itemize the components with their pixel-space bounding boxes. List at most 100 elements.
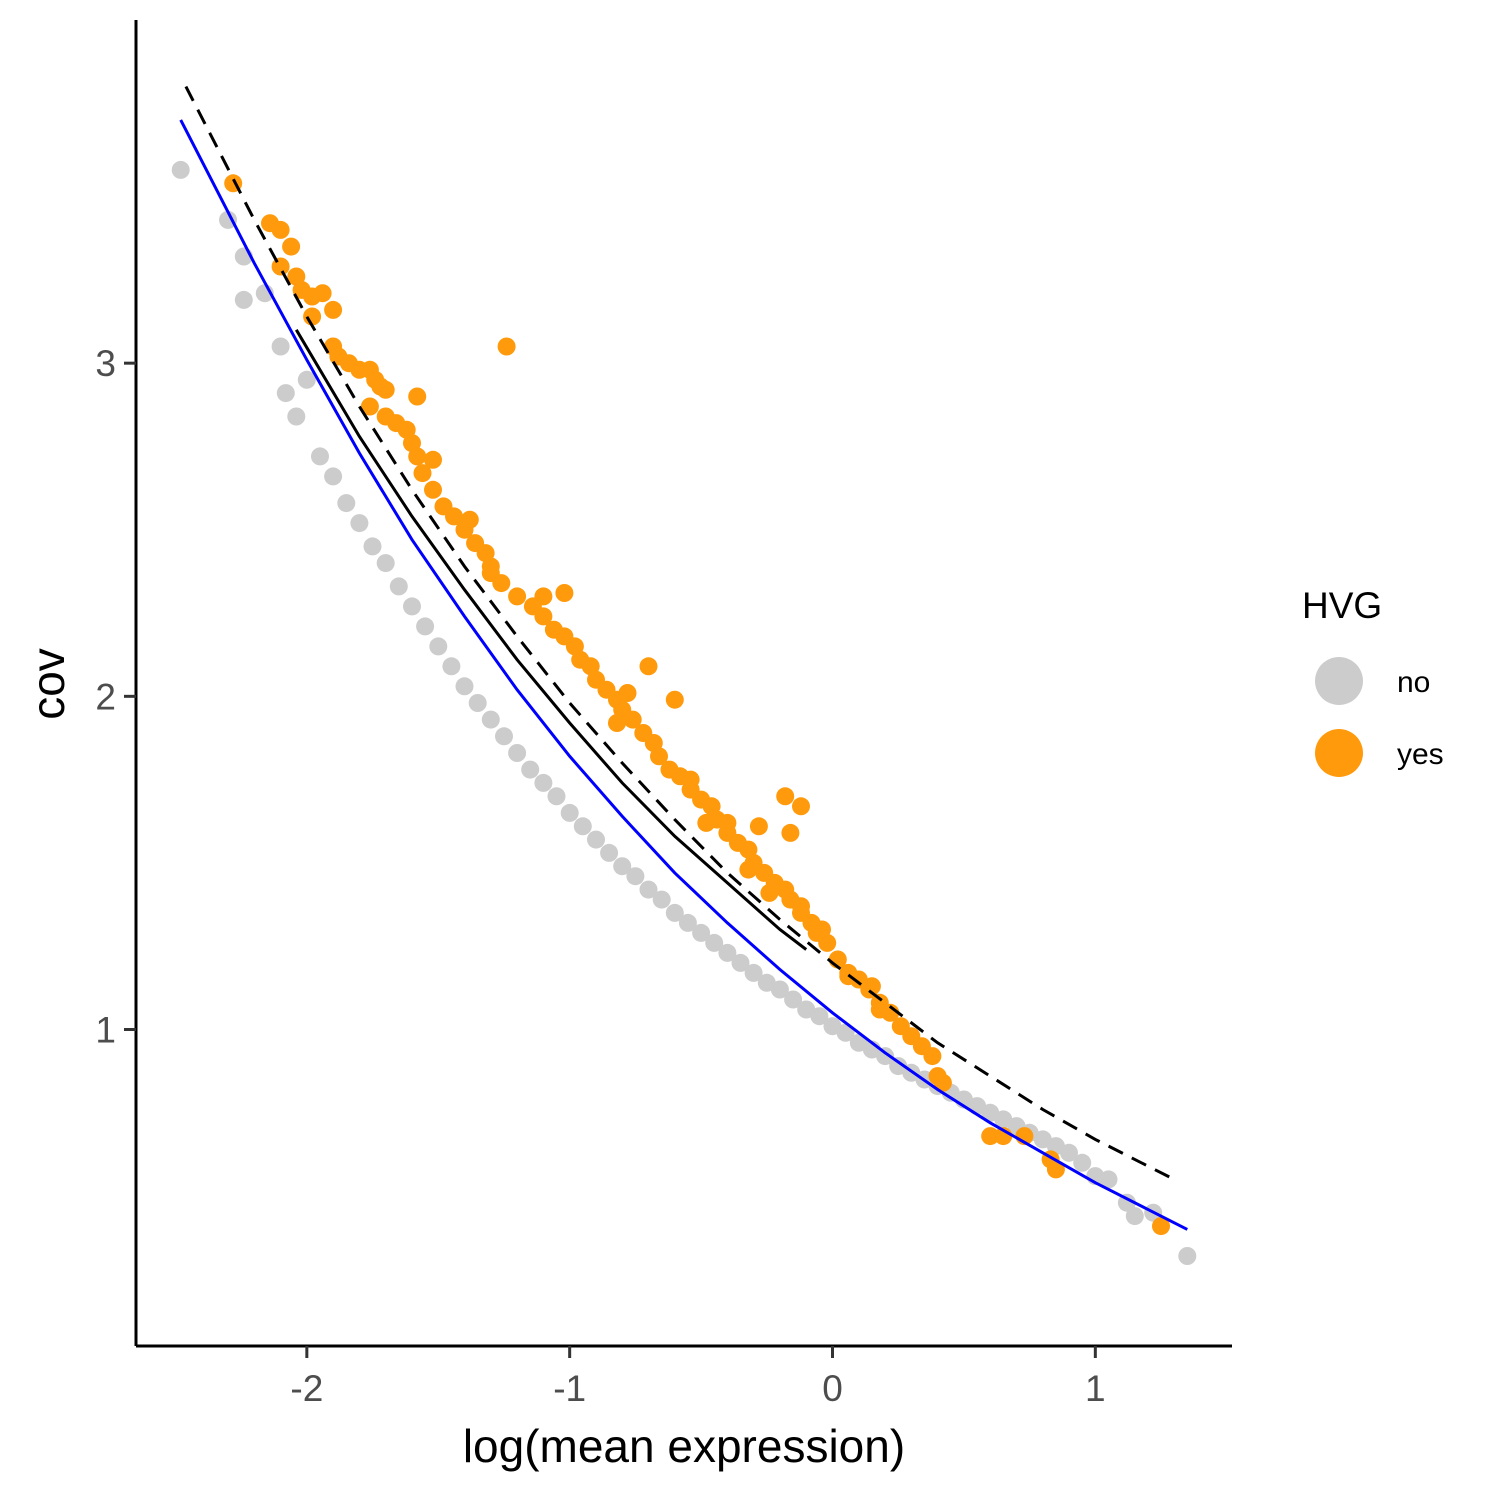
x-tick-label-3: 1 xyxy=(1085,1368,1106,1409)
point-yes-2 xyxy=(271,220,290,239)
x-axis-title: log(mean expression) xyxy=(463,1420,905,1472)
point-no-16 xyxy=(403,597,421,616)
point-no-6 xyxy=(276,384,295,403)
x-tick-label-0: -2 xyxy=(290,1368,323,1409)
y-axis-title: cov xyxy=(22,648,74,720)
point-yes-24 xyxy=(408,447,427,466)
point-no-41 xyxy=(731,953,750,972)
y-tick-label-0: 1 xyxy=(95,1009,116,1050)
point-no-44 xyxy=(770,980,789,999)
legend-label-no: no xyxy=(1397,666,1430,699)
point-yes-96 xyxy=(739,860,758,879)
point-no-5 xyxy=(271,337,290,356)
point-yes-25 xyxy=(413,464,432,483)
point-no-14 xyxy=(376,554,395,573)
point-no-70 xyxy=(1117,1193,1136,1212)
y-axis-ticks: 1 2 3 xyxy=(95,343,136,1050)
point-yes-90 xyxy=(697,813,716,832)
point-yes-83 xyxy=(534,587,553,606)
point-yes-79 xyxy=(424,450,442,469)
point-no-15 xyxy=(389,577,408,596)
point-yes-10 xyxy=(303,307,322,326)
legend-label-yes: yes xyxy=(1397,738,1444,771)
point-no-7 xyxy=(287,407,306,426)
point-no-73 xyxy=(1178,1247,1197,1265)
point-yes-82 xyxy=(497,337,516,356)
y-tick-label-1: 2 xyxy=(95,676,116,717)
point-yes-9 xyxy=(324,300,343,319)
point-yes-92 xyxy=(749,817,768,836)
point-no-32 xyxy=(613,857,632,876)
point-no-30 xyxy=(587,830,605,849)
point-yes-28 xyxy=(445,507,463,526)
point-yes-26 xyxy=(424,480,442,499)
point-no-67 xyxy=(1073,1153,1092,1172)
point-no-9 xyxy=(311,447,329,466)
point-yes-104 xyxy=(933,1073,952,1092)
point-no-3 xyxy=(234,290,253,309)
point-no-22 xyxy=(481,710,500,729)
point-yes-77 xyxy=(923,1047,942,1066)
point-yes-99 xyxy=(813,920,831,939)
point-no-27 xyxy=(547,787,566,806)
point-no-11 xyxy=(337,494,356,513)
point-yes-81 xyxy=(481,564,500,583)
point-no-69 xyxy=(1099,1170,1118,1189)
point-yes-87 xyxy=(665,690,684,709)
point-yes-78 xyxy=(408,387,427,406)
point-yes-101 xyxy=(862,977,881,996)
point-no-35 xyxy=(652,890,671,909)
point-no-23 xyxy=(495,727,513,746)
point-yes-97 xyxy=(760,883,779,902)
point-no-40 xyxy=(718,943,737,962)
point-no-36 xyxy=(665,903,684,922)
point-yes-105 xyxy=(981,1127,1000,1146)
point-no-18 xyxy=(429,637,448,656)
point-no-45 xyxy=(784,990,803,1009)
point-yes-102 xyxy=(870,1000,889,1019)
y-tick-label-2: 3 xyxy=(95,343,116,384)
legend-key-no xyxy=(1315,657,1363,705)
point-yes-94 xyxy=(792,797,810,816)
point-no-34 xyxy=(639,880,658,899)
legend-key-yes xyxy=(1315,729,1363,777)
point-yes-95 xyxy=(781,823,800,842)
point-yes-109 xyxy=(1046,1160,1065,1179)
point-yes-88 xyxy=(608,714,626,732)
point-no-37 xyxy=(678,913,697,932)
point-no-10 xyxy=(324,467,343,486)
point-yes-4 xyxy=(271,257,290,276)
point-yes-18 xyxy=(376,380,395,399)
point-no-13 xyxy=(363,537,382,556)
point-no-24 xyxy=(508,744,527,762)
trend-line-2 xyxy=(179,119,1188,1231)
series-no-points xyxy=(171,160,1197,1265)
point-no-49 xyxy=(836,1023,855,1042)
point-yes-80 xyxy=(460,510,479,529)
point-no-31 xyxy=(600,843,619,862)
point-yes-86 xyxy=(618,684,637,702)
point-yes-93 xyxy=(776,787,795,806)
trend-line-0 xyxy=(184,85,1175,1181)
x-tick-label-1: -1 xyxy=(553,1368,586,1409)
point-yes-98 xyxy=(792,897,810,916)
point-no-38 xyxy=(692,923,711,942)
point-no-33 xyxy=(626,867,645,886)
point-no-47 xyxy=(810,1007,829,1026)
point-yes-110 xyxy=(1152,1217,1170,1236)
point-yes-34 xyxy=(508,587,527,606)
point-yes-3 xyxy=(282,237,301,256)
point-yes-85 xyxy=(639,657,658,676)
point-no-42 xyxy=(744,963,763,982)
point-no-39 xyxy=(705,933,724,952)
point-yes-84 xyxy=(555,584,574,602)
point-no-17 xyxy=(416,617,435,636)
x-tick-label-2: 0 xyxy=(822,1368,843,1409)
legend-title: HVG xyxy=(1302,585,1382,626)
trend-line-1 xyxy=(295,329,808,951)
trend-lines xyxy=(179,85,1188,1231)
point-no-29 xyxy=(573,817,592,836)
point-no-1 xyxy=(219,210,237,229)
